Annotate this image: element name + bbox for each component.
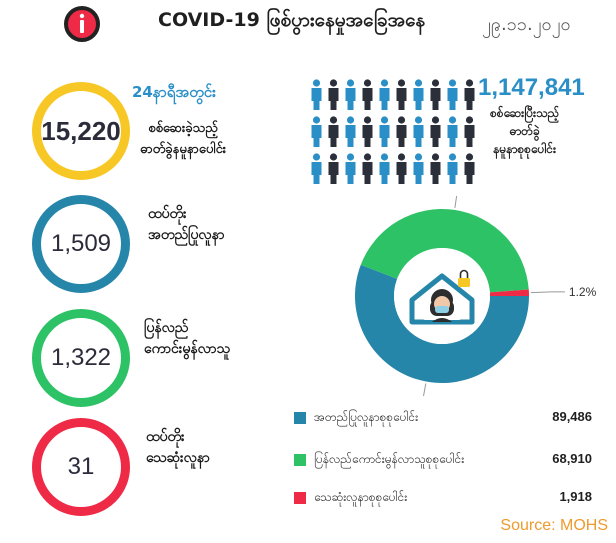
covid-info-icon — [64, 6, 100, 42]
legend-swatch — [294, 412, 306, 424]
person-figure — [447, 79, 458, 110]
recovered-label-line2: ကောင်းမွန်လာသူ — [144, 341, 231, 357]
person-figure — [345, 153, 356, 184]
page-title: COVID-19 ဖြစ်ပွားနေမှုအခြေအနေ — [158, 9, 426, 31]
tested-24h-caption-line2: ဓာတ်ခွဲနမူနာပေါင်း — [140, 142, 227, 157]
percent-label-deaths: 1.2% — [569, 285, 597, 299]
tested-24h-caption-line1: စစ်ဆေးခဲ့သည့် — [148, 121, 218, 136]
person-figure — [396, 79, 407, 110]
deaths-ring: 31 — [32, 418, 130, 516]
person-figure — [413, 153, 424, 184]
legend-value: 68,910 — [552, 451, 592, 466]
legend-item-confirmed-total: အတည်ပြုလူနာစုစုပေါင်း 89,486 — [294, 408, 594, 428]
total-tested-caption-line3: နမူနာစုစုပေါင်း — [493, 142, 557, 156]
recovered-label: ပြန်လည် ကောင်းမွန်လာသူ — [144, 318, 230, 360]
person-figure — [311, 116, 322, 147]
leader-line — [423, 383, 427, 396]
legend-value: 1,918 — [559, 489, 592, 504]
person-figure — [328, 79, 339, 110]
confirmed-value: 1,509 — [50, 230, 112, 257]
person-figure — [311, 79, 322, 110]
legend-item-recovered-total: ပြန်လည်ကောင်းမွန်လာသူစုစုပေါင်း 68,910 — [294, 450, 594, 470]
person-figure — [430, 116, 441, 147]
person-figure — [345, 116, 356, 147]
person-figure — [430, 79, 441, 110]
person-figure — [413, 116, 424, 147]
donut-slice-deaths — [489, 289, 529, 296]
total-tested-caption-line2: ဓာတ်ခွဲ — [509, 124, 540, 138]
recovered-ring: 1,322 — [32, 309, 130, 407]
person-figure — [379, 153, 390, 184]
person-figure — [311, 153, 322, 184]
person-figure — [328, 116, 339, 147]
legend-item-deaths-total: သေဆုံးလူနာစုစုပေါင်း 1,918 — [294, 488, 594, 508]
deaths-label: ထပ်တိုး သေဆုံးလူနာ — [146, 427, 210, 469]
deaths-label-line2: သေဆုံးလူနာ — [146, 450, 210, 466]
legend-value: 89,486 — [552, 409, 592, 424]
tested-24h-title: 24နာရီအတွင်း — [132, 83, 216, 101]
total-tested-caption-line1: စစ်ဆေးပြီးသည့် — [490, 106, 560, 120]
person-figure — [464, 79, 475, 110]
person-figure — [362, 116, 373, 147]
confirmed-label: ထပ်တိုး အတည်ပြုလူနာ — [148, 204, 224, 246]
deaths-label-line1: ထပ်တိုး — [146, 429, 185, 445]
person-figure — [379, 79, 390, 110]
donut-slice-recovered — [360, 209, 529, 293]
person-figure — [362, 153, 373, 184]
total-tested-value: 1,147,841 — [478, 74, 585, 101]
confirmed-ring: 1,509 — [32, 195, 130, 293]
person-figure — [413, 79, 424, 110]
person-figure — [447, 116, 458, 147]
legend-label: သေဆုံးလူနာစုစုပေါင်း — [314, 490, 408, 504]
recovered-label-line1: ပြန်လည် — [144, 320, 189, 336]
person-figure — [430, 153, 441, 184]
person-figure — [464, 153, 475, 184]
person-figure — [396, 153, 407, 184]
tested-24h-ring: 15,220 — [32, 82, 130, 180]
legend-label: အတည်ပြုလူနာစုစုပေါင်း — [314, 410, 419, 424]
tested-24h-value: 15,220 — [41, 115, 121, 146]
confirmed-label-line1: ထပ်တိုး — [148, 206, 187, 222]
legend-swatch — [294, 492, 306, 504]
leader-line — [530, 291, 565, 294]
person-figure — [447, 153, 458, 184]
tested-24h-caption: စစ်ဆေးခဲ့သည့် ဓာတ်ခွဲနမူနာပေါင်း — [140, 118, 226, 160]
person-figure — [362, 79, 373, 110]
person-figure — [379, 116, 390, 147]
people-icon — [311, 79, 475, 184]
quarantined-person-icon — [394, 248, 490, 344]
person-figure — [464, 116, 475, 147]
total-tested-caption: စစ်ဆေးပြီးသည့် ဓာတ်ခွဲ နမူနာစုစုပေါင်း — [490, 104, 559, 158]
report-date: ၂၉.၁၁.၂၀၂၀ — [482, 14, 571, 35]
source-credit: Source: MOHS — [500, 517, 608, 534]
legend-swatch — [294, 454, 306, 466]
donut-slice-confirmed — [355, 264, 529, 383]
recovered-value: 1,322 — [50, 344, 112, 371]
person-figure — [396, 116, 407, 147]
person-figure — [345, 79, 356, 110]
leader-line — [454, 196, 458, 209]
confirmed-label-line2: အတည်ပြုလူနာ — [148, 227, 225, 243]
legend-label: ပြန်လည်ကောင်းမွန်လာသူစုစုပေါင်း — [314, 452, 465, 466]
deaths-value: 31 — [67, 453, 95, 480]
donut-chart: 55.8%43.0%1.2% — [355, 196, 597, 396]
person-figure — [328, 153, 339, 184]
